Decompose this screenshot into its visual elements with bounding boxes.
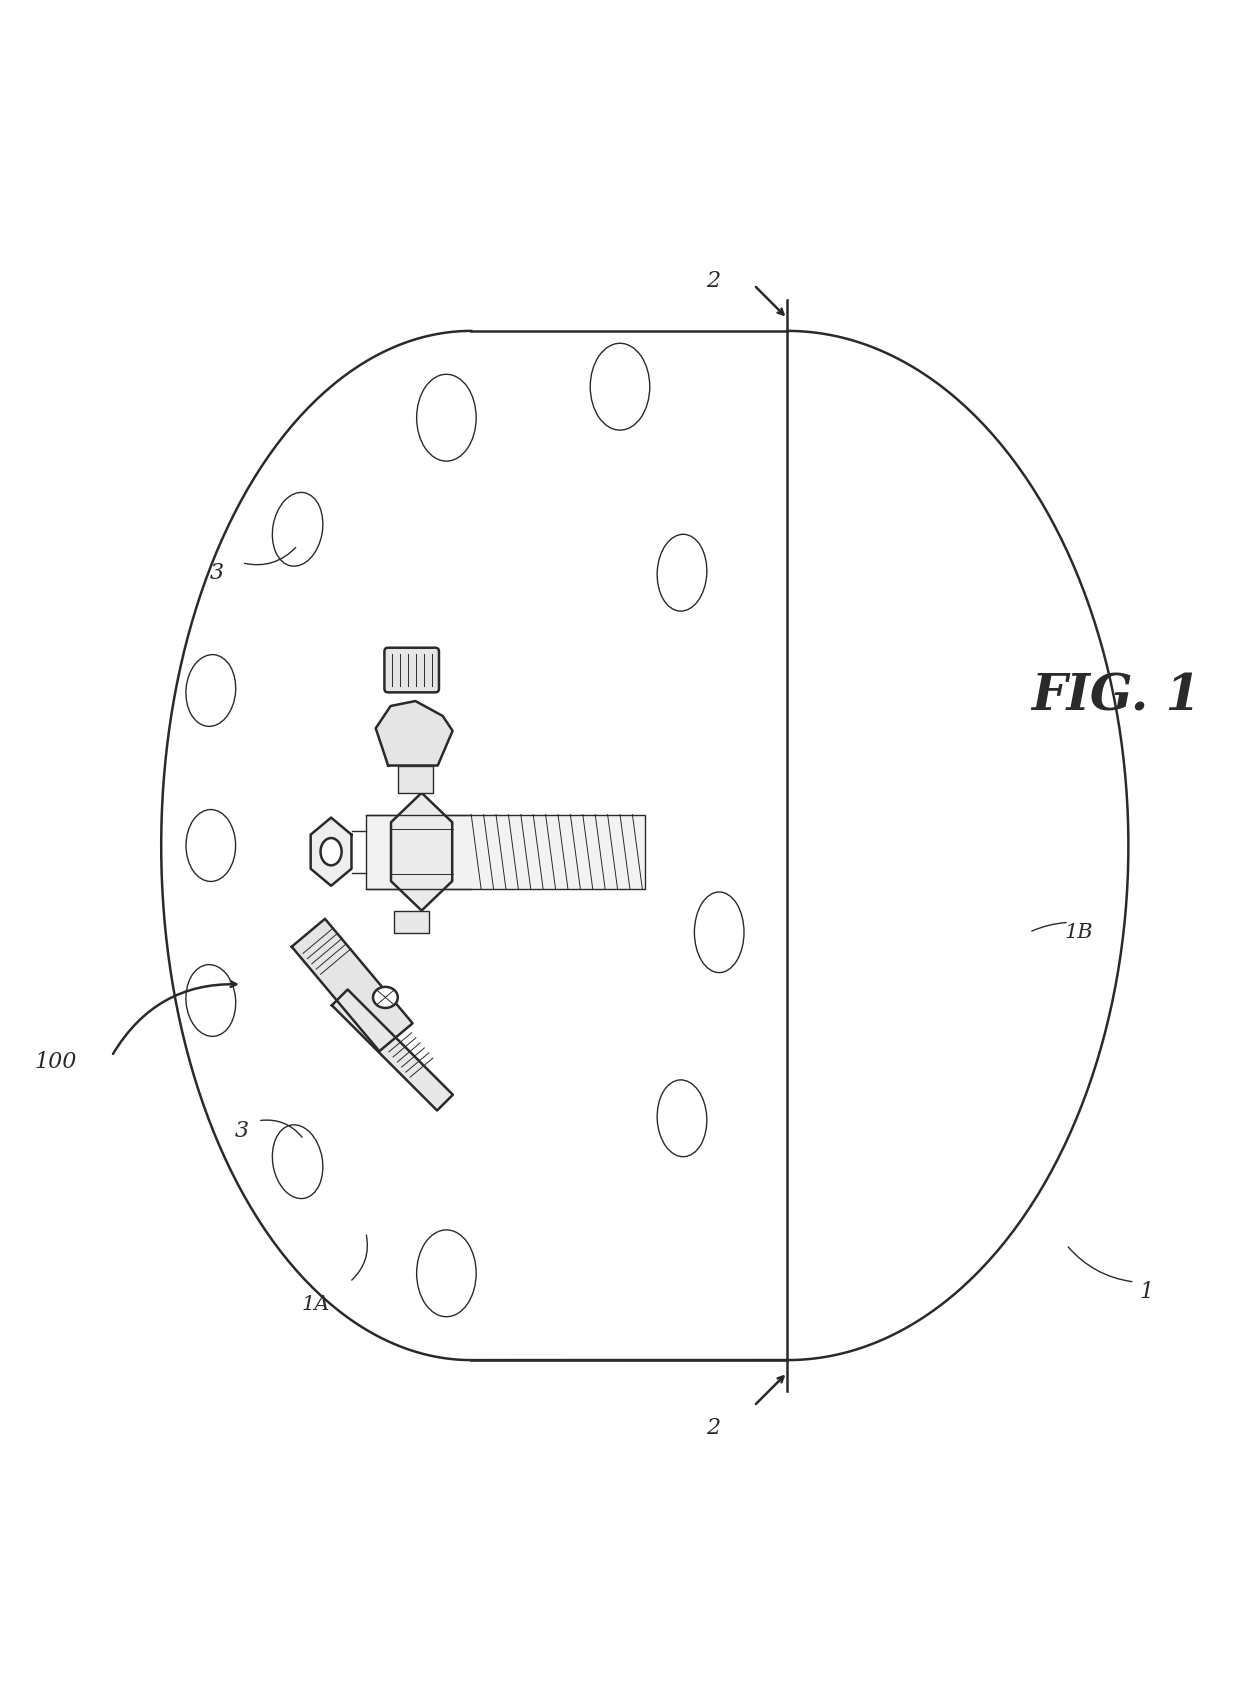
Text: 2: 2: [706, 271, 720, 293]
Text: 3: 3: [210, 561, 224, 583]
Ellipse shape: [320, 839, 342, 866]
Polygon shape: [376, 702, 453, 766]
Polygon shape: [332, 989, 453, 1111]
Text: 1: 1: [1140, 1280, 1154, 1302]
Ellipse shape: [373, 988, 398, 1008]
Text: FIG. 1: FIG. 1: [1032, 673, 1200, 720]
Bar: [366, 815, 645, 889]
Text: 1B: 1B: [1064, 923, 1094, 942]
Polygon shape: [311, 818, 351, 886]
Polygon shape: [391, 793, 453, 910]
FancyBboxPatch shape: [384, 648, 439, 692]
Text: 3: 3: [234, 1119, 249, 1141]
Text: 1A: 1A: [303, 1295, 330, 1314]
Bar: [394, 910, 429, 933]
Polygon shape: [291, 918, 413, 1052]
Text: 2: 2: [706, 1417, 720, 1439]
Text: 100: 100: [35, 1052, 77, 1074]
Bar: [398, 766, 433, 793]
